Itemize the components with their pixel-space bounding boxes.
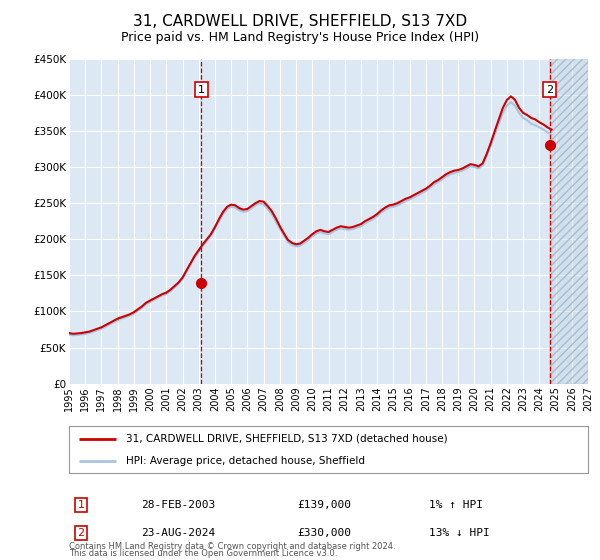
Text: 31, CARDWELL DRIVE, SHEFFIELD, S13 7XD (detached house): 31, CARDWELL DRIVE, SHEFFIELD, S13 7XD (…	[126, 434, 448, 444]
Bar	[550, 59, 588, 384]
Text: HPI: Average price, detached house, Sheffield: HPI: Average price, detached house, Shef…	[126, 456, 365, 466]
Text: 23-AUG-2024: 23-AUG-2024	[141, 528, 215, 538]
Text: 31, CARDWELL DRIVE, SHEFFIELD, S13 7XD: 31, CARDWELL DRIVE, SHEFFIELD, S13 7XD	[133, 14, 467, 29]
Text: 28-FEB-2003: 28-FEB-2003	[141, 500, 215, 510]
Text: 1: 1	[77, 500, 85, 510]
Text: 13% ↓ HPI: 13% ↓ HPI	[429, 528, 490, 538]
Text: 1% ↑ HPI: 1% ↑ HPI	[429, 500, 483, 510]
Text: This data is licensed under the Open Government Licence v3.0.: This data is licensed under the Open Gov…	[69, 549, 337, 558]
Text: Price paid vs. HM Land Registry's House Price Index (HPI): Price paid vs. HM Land Registry's House …	[121, 31, 479, 44]
Text: £330,000: £330,000	[297, 528, 351, 538]
Text: Contains HM Land Registry data © Crown copyright and database right 2024.: Contains HM Land Registry data © Crown c…	[69, 542, 395, 551]
Text: £139,000: £139,000	[297, 500, 351, 510]
Bar	[550, 59, 588, 384]
Text: 2: 2	[546, 85, 553, 95]
Text: 1: 1	[198, 85, 205, 95]
Text: 2: 2	[77, 528, 85, 538]
